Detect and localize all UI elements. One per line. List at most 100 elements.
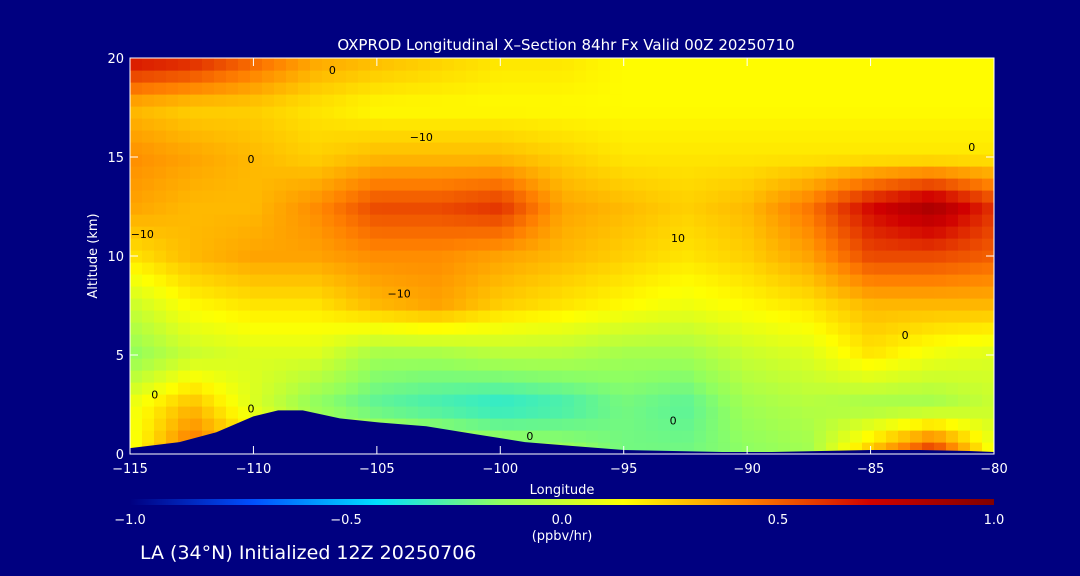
field-cell bbox=[850, 94, 863, 107]
field-cell bbox=[550, 118, 563, 131]
field-cell bbox=[958, 334, 971, 347]
field-cell bbox=[658, 382, 671, 395]
field-cell bbox=[778, 358, 791, 371]
field-cell bbox=[574, 82, 587, 95]
field-cell bbox=[370, 190, 383, 203]
field-cell bbox=[742, 106, 755, 119]
field-cell bbox=[622, 214, 635, 227]
field-cell bbox=[226, 166, 239, 179]
field-cell bbox=[454, 322, 467, 335]
field-cell bbox=[658, 142, 671, 155]
field-cell bbox=[802, 154, 815, 167]
field-cell bbox=[694, 334, 707, 347]
field-cell bbox=[766, 94, 779, 107]
field-cell bbox=[286, 154, 299, 167]
field-cell bbox=[202, 250, 215, 263]
field-cell bbox=[934, 166, 947, 179]
field-cell bbox=[322, 82, 335, 95]
field-cell bbox=[478, 286, 491, 299]
field-cell bbox=[874, 190, 887, 203]
field-cell bbox=[538, 430, 551, 443]
field-cell bbox=[670, 382, 683, 395]
field-cell bbox=[514, 70, 527, 83]
field-cell bbox=[538, 190, 551, 203]
field-cell bbox=[718, 70, 731, 83]
field-cell bbox=[598, 70, 611, 83]
field-cell bbox=[622, 238, 635, 251]
field-cell bbox=[646, 370, 659, 383]
field-cell bbox=[382, 118, 395, 131]
field-cell bbox=[418, 358, 431, 371]
field-cell bbox=[166, 58, 179, 71]
field-cell bbox=[922, 334, 935, 347]
field-cell bbox=[154, 382, 167, 395]
field-cell bbox=[718, 118, 731, 131]
field-cell bbox=[262, 202, 275, 215]
field-cell bbox=[682, 286, 695, 299]
field-cell bbox=[970, 418, 983, 431]
contour-label: 0 bbox=[151, 389, 158, 402]
field-cell bbox=[406, 382, 419, 395]
field-cell bbox=[526, 418, 539, 431]
field-cell bbox=[718, 58, 731, 71]
field-cell bbox=[550, 250, 563, 263]
field-cell bbox=[298, 70, 311, 83]
field-cell bbox=[454, 214, 467, 227]
field-cell bbox=[538, 226, 551, 239]
field-cell bbox=[778, 286, 791, 299]
field-cell bbox=[646, 250, 659, 263]
field-cell bbox=[838, 202, 851, 215]
field-cell bbox=[274, 262, 287, 275]
field-cell bbox=[274, 250, 287, 263]
field-cell bbox=[286, 274, 299, 287]
field-cell bbox=[598, 298, 611, 311]
field-cell bbox=[166, 274, 179, 287]
field-cell bbox=[298, 262, 311, 275]
field-cell bbox=[490, 334, 503, 347]
field-cell bbox=[910, 166, 923, 179]
colorbar bbox=[130, 499, 994, 505]
field-cell bbox=[730, 154, 743, 167]
field-cell bbox=[874, 430, 887, 443]
field-cell bbox=[286, 178, 299, 191]
field-cell bbox=[694, 154, 707, 167]
field-cell bbox=[562, 142, 575, 155]
field-cell bbox=[754, 190, 767, 203]
field-cell bbox=[202, 394, 215, 407]
field-cell bbox=[922, 154, 935, 167]
field-cell bbox=[862, 334, 875, 347]
field-cell bbox=[718, 166, 731, 179]
field-cell bbox=[322, 94, 335, 107]
field-cell bbox=[526, 274, 539, 287]
field-cell bbox=[910, 394, 923, 407]
field-cell bbox=[514, 394, 527, 407]
field-cell bbox=[910, 94, 923, 107]
field-cell bbox=[682, 382, 695, 395]
field-cell bbox=[478, 418, 491, 431]
field-cell bbox=[442, 202, 455, 215]
field-cell bbox=[454, 142, 467, 155]
field-cell bbox=[706, 130, 719, 143]
field-cell bbox=[646, 226, 659, 239]
field-cell bbox=[886, 70, 899, 83]
field-cell bbox=[394, 394, 407, 407]
field-cell bbox=[706, 166, 719, 179]
field-cell bbox=[934, 406, 947, 419]
field-cell bbox=[586, 70, 599, 83]
field-cell bbox=[598, 238, 611, 251]
field-cell bbox=[142, 406, 155, 419]
field-cell bbox=[310, 238, 323, 251]
field-cell bbox=[682, 118, 695, 131]
field-cell bbox=[538, 406, 551, 419]
field-cell bbox=[178, 142, 191, 155]
field-cell bbox=[250, 58, 263, 71]
field-cell bbox=[826, 142, 839, 155]
field-cell bbox=[214, 226, 227, 239]
field-cell bbox=[946, 250, 959, 263]
field-cell bbox=[202, 58, 215, 71]
field-cell bbox=[574, 118, 587, 131]
field-cell bbox=[910, 154, 923, 167]
field-cell bbox=[874, 286, 887, 299]
field-cell bbox=[694, 298, 707, 311]
field-cell bbox=[838, 370, 851, 383]
